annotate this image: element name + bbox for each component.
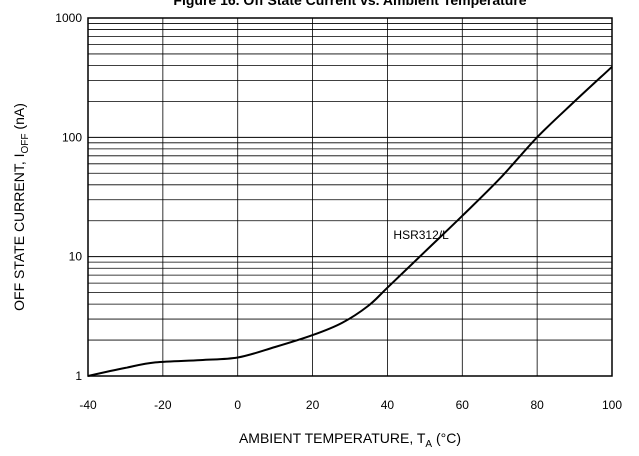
x-tick-label: -20: [154, 398, 172, 412]
x-axis-title: AMBIENT TEMPERATURE, TA (°C): [239, 430, 461, 450]
plot-frame: [87, 17, 613, 377]
x-tick-label: 20: [306, 398, 320, 412]
y-tick-label: 100: [62, 130, 82, 144]
x-tick-label: -40: [79, 398, 97, 412]
x-tick-label: 0: [234, 398, 241, 412]
x-tick-label: 40: [381, 398, 395, 412]
x-tick-label: 80: [530, 398, 544, 412]
y-tick-labels: 1 10 100 1000: [55, 11, 82, 383]
grid: [88, 18, 612, 376]
y-tick-label: 1000: [55, 11, 82, 25]
x-tick-label: 60: [456, 398, 470, 412]
y-axis-title: OFF STATE CURRENT, IOFF (nA): [11, 103, 31, 311]
chart-title: Figure 16. Off State Current vs. Ambient…: [173, 0, 526, 8]
y-tick-label: 10: [69, 250, 83, 264]
x-tick-labels: -40 -20 0 20 40 60 80 100: [79, 398, 622, 412]
series-layer: [87, 66, 613, 377]
y-tick-label: 1: [75, 369, 82, 383]
series-annotation: HSR312/L: [393, 228, 449, 242]
x-tick-label: 100: [602, 398, 622, 412]
series-line: [87, 66, 613, 377]
